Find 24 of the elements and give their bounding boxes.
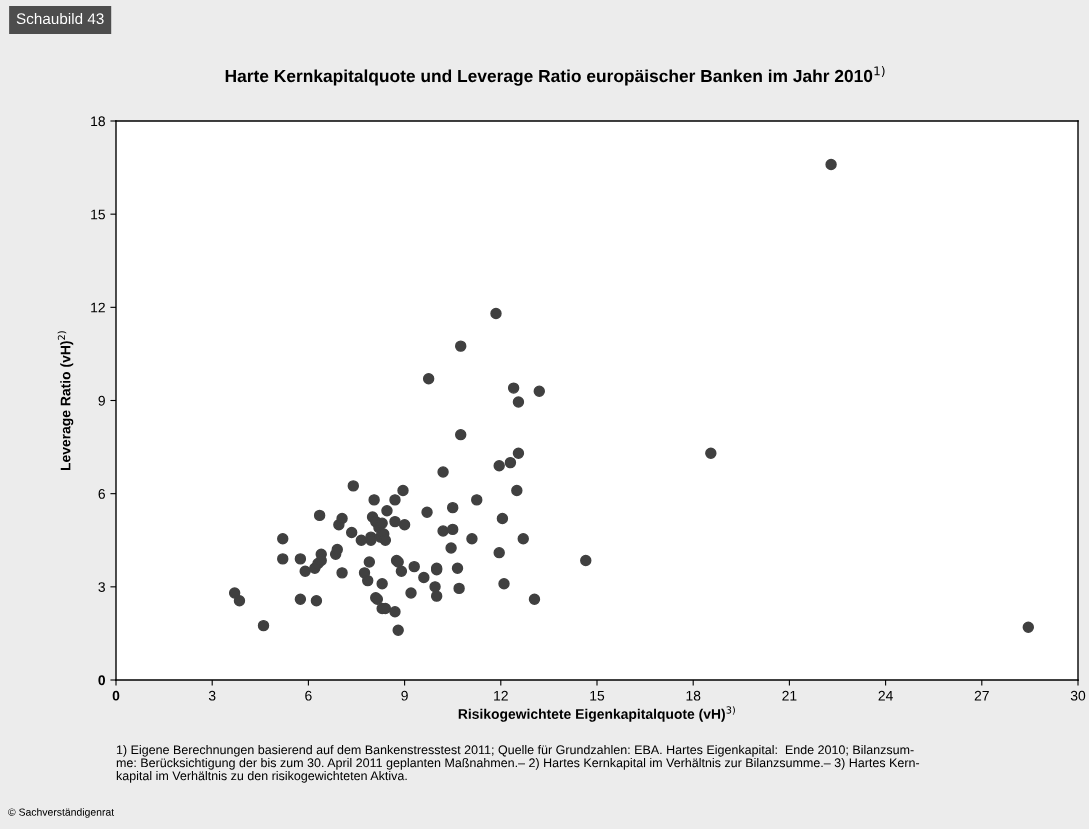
x-tick-label: 15 xyxy=(590,690,605,701)
x-tick-label: 12 xyxy=(494,690,508,701)
text: © Sachverständigenrat xyxy=(8,808,115,818)
x-tick-label: 24 xyxy=(878,690,893,701)
y-tick-label: 9 xyxy=(98,395,105,406)
x-tick-label: 21 xyxy=(782,690,797,701)
x-axis-title: Risikogewichtete Eigenkapitalquote (vH)$^{3)}$ xyxy=(458,706,735,722)
x-tick-label: 3 xyxy=(208,690,216,701)
x-tick-label: 9 xyxy=(401,690,408,701)
text: 1) Eigene Berechnungen basierend auf dem Bankenstresstest 2011; Quelle für Grundzahlen: EBA. Hartes Eigenkapital: Ende 2010; Bilanzsum- me: Berücksichtigung der bis zum 30. April 2011 geplanten Maßnahmen.– 2) Hartes Kernkapital im Verhältnis zur Bilanzsumme.– 3) Hartes Kern- kapital im Verhältnis zu den risikogewichteten Aktiva. xyxy=(116,745,920,783)
chart-title: Harte Kernkapitalquote und Leverage Ratio europäischer Banken im Jahr 2010$^{1)}$ xyxy=(225,66,885,86)
x-tick-label: 27 xyxy=(974,690,989,701)
y-tick-label: 18 xyxy=(91,116,105,127)
x-tick-label: 0 xyxy=(112,690,120,701)
y-tick-label: 0 xyxy=(98,675,106,686)
x-tick-label: 18 xyxy=(686,690,701,701)
y-tick-label: 6 xyxy=(98,489,105,499)
y-tick-label: 3 xyxy=(98,582,105,592)
x-tick-label: 6 xyxy=(305,690,312,701)
y-tick-label: 12 xyxy=(91,302,105,313)
y-tick-label: 15 xyxy=(91,209,105,220)
x-tick-label: 30 xyxy=(1070,690,1086,701)
y-axis-title: Leverage Ratio (vH)$^{2)}$ xyxy=(57,331,74,471)
text: Schaubild 43 xyxy=(16,12,104,25)
